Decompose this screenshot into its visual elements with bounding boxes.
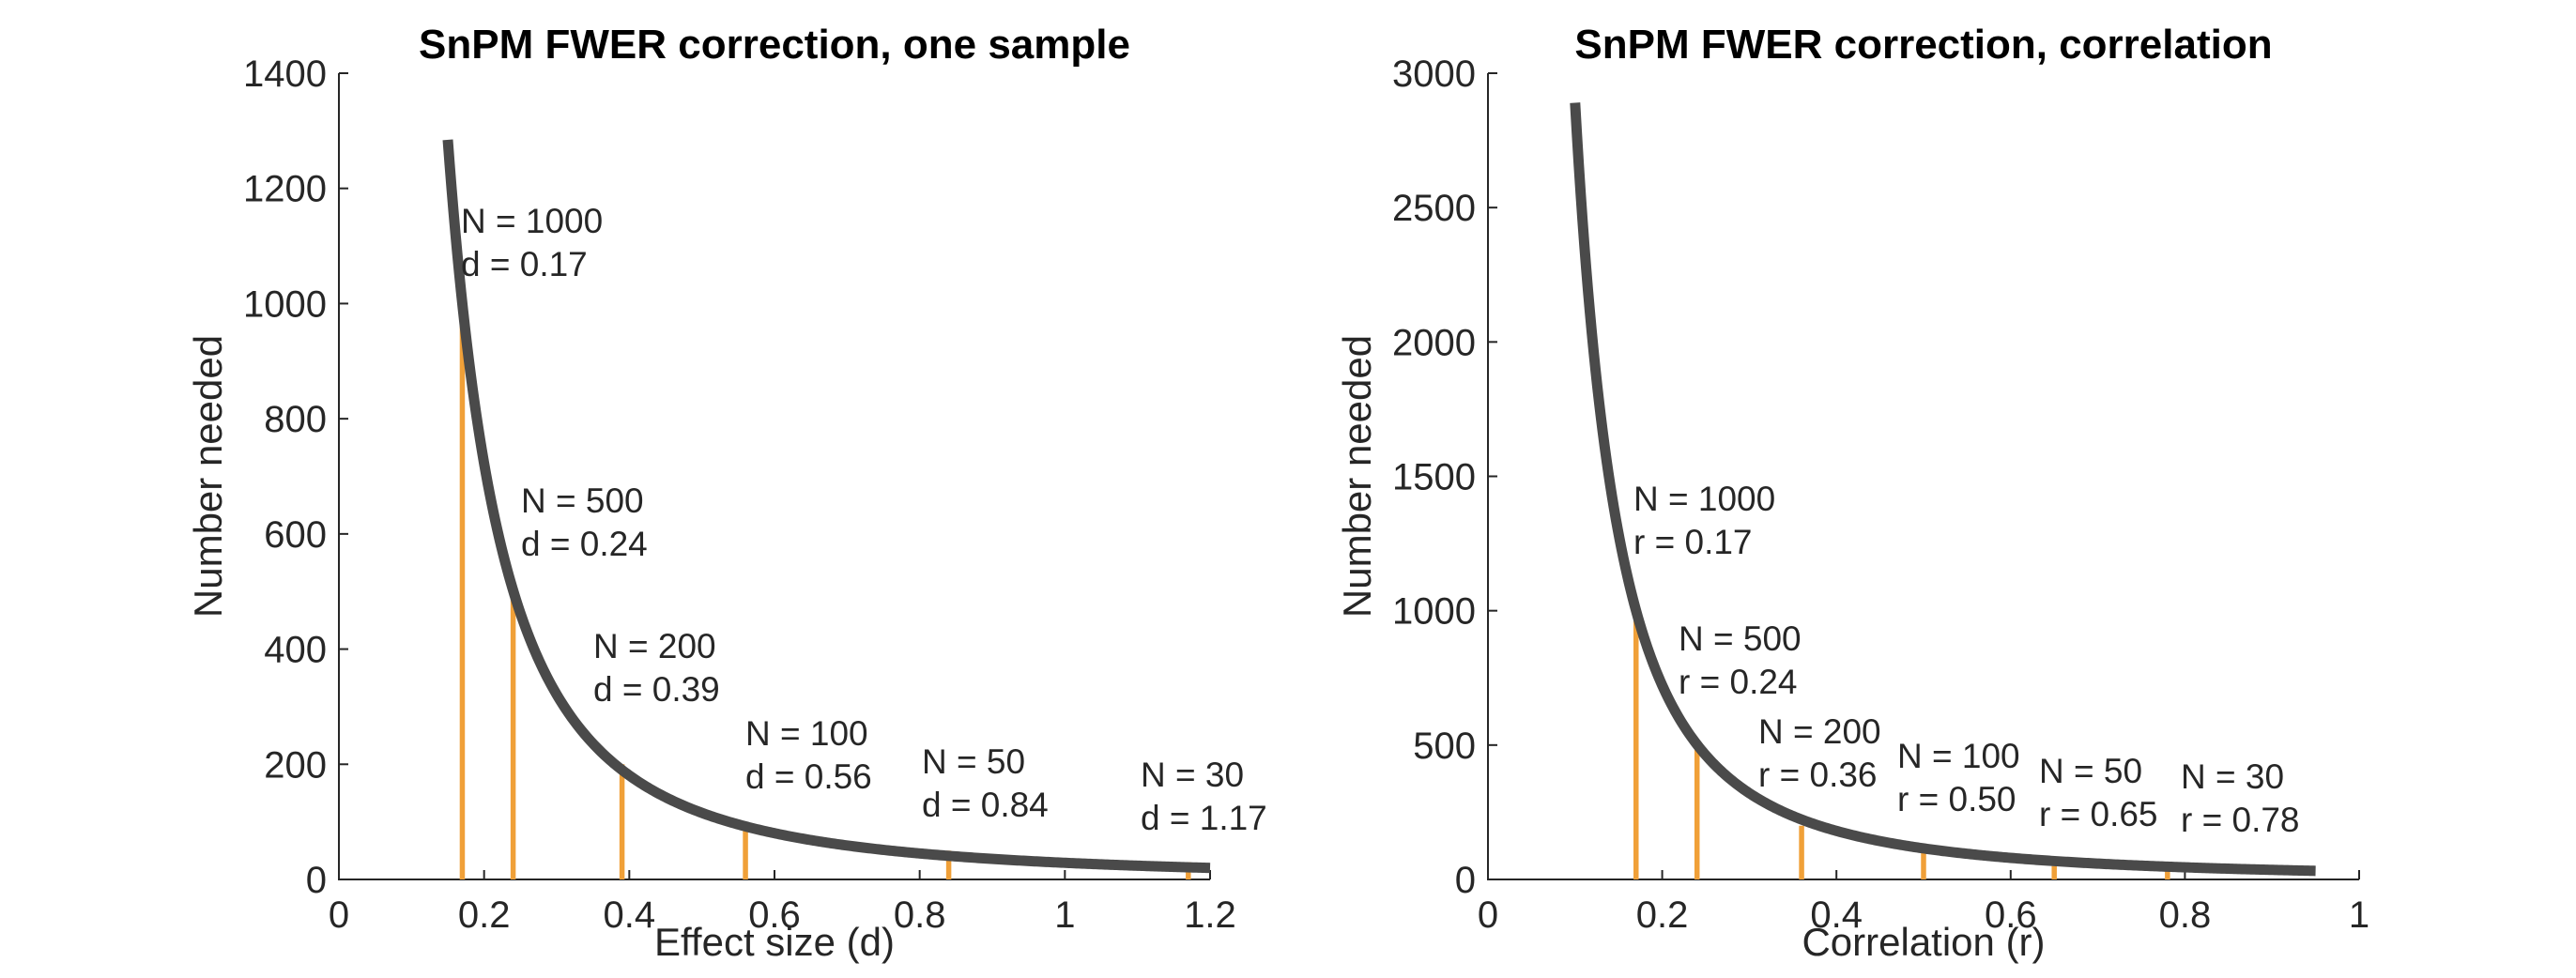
- x-axis-label: Effect size (d): [654, 920, 895, 964]
- chart-2: SnPM FWER correction, correlation 0 0.2 0.4…: [1335, 22, 2369, 964]
- y-tick-label: 0: [306, 860, 327, 901]
- y-tick-label: 1200: [243, 169, 327, 210]
- annotation: N = 50 r = 0.65: [2039, 752, 2158, 833]
- annotation-line: N = 200: [593, 627, 716, 665]
- x-tick-label: 1: [2349, 894, 2369, 936]
- annotation: N = 100 r = 0.50: [1897, 737, 2020, 818]
- annotation-line: r = 0.50: [1897, 780, 2016, 818]
- annotation: N = 500 d = 0.24: [521, 481, 648, 563]
- x-tick-label: 0.6: [748, 894, 801, 936]
- y-tick-label: 500: [1413, 726, 1476, 767]
- annotation: N = 1000 d = 0.17: [461, 202, 603, 283]
- x-axis-label: Correlation (r): [1802, 920, 2045, 964]
- y-tick-label: 0: [1455, 860, 1476, 901]
- annotation-line: r = 0.65: [2039, 795, 2158, 833]
- x-tick-label: 0: [1478, 894, 1498, 936]
- annotation-line: r = 0.17: [1633, 523, 1753, 561]
- annotation: N = 1000 r = 0.17: [1633, 480, 1775, 561]
- annotation-line: N = 30: [1141, 756, 1244, 794]
- x-tick-label: 0: [329, 894, 349, 936]
- annotation: N = 200 r = 0.36: [1758, 712, 1881, 794]
- y-tick-label: 3000: [1392, 53, 1476, 95]
- x-tick-label: 0.2: [1636, 894, 1689, 936]
- fit-curve: [442, 139, 1214, 874]
- annotation-line: N = 1000: [461, 202, 603, 240]
- y-tick-label: 800: [264, 399, 327, 440]
- annotation: N = 30 d = 1.17: [1141, 756, 1267, 837]
- annotation-line: N = 1000: [1633, 480, 1775, 518]
- x-tick-label: 0.8: [2159, 894, 2212, 936]
- y-tick-label: 2500: [1392, 188, 1476, 229]
- annotation-line: N = 50: [922, 742, 1025, 781]
- fit-curve: [1570, 102, 2320, 877]
- x-tick-label: 1: [1054, 894, 1075, 936]
- chart-title: SnPM FWER correction, one sample: [419, 22, 1130, 68]
- y-tick-label: 1500: [1392, 457, 1476, 498]
- annotation-line: d = 0.17: [461, 245, 588, 283]
- chart-1: SnPM FWER correction, one sample 0 0.2 0.4 0…: [186, 22, 1267, 964]
- y-tick-label: 600: [264, 514, 327, 556]
- annotation-line: d = 0.24: [521, 525, 648, 563]
- y-tick-label: 1000: [243, 283, 327, 325]
- annotation-line: r = 0.78: [2181, 801, 2300, 839]
- annotation: N = 30 r = 0.78: [2181, 757, 2300, 839]
- annotation-line: d = 0.39: [593, 670, 720, 709]
- annotation: N = 200 d = 0.39: [593, 627, 720, 709]
- annotation-line: r = 0.24: [1679, 663, 1798, 701]
- annotation-line: N = 500: [521, 481, 644, 520]
- annotation-line: N = 30: [2181, 757, 2284, 796]
- x-tick-label: 1.2: [1184, 894, 1236, 936]
- y-tick-label: 200: [264, 744, 327, 786]
- annotation-line: N = 50: [2039, 752, 2142, 790]
- annotation-line: r = 0.36: [1758, 756, 1878, 794]
- annotation-line: d = 0.84: [922, 786, 1049, 824]
- x-tick-label: 0.2: [458, 894, 511, 936]
- annotation-line: N = 200: [1758, 712, 1881, 751]
- y-axis-label: Number needed: [186, 335, 230, 618]
- annotation: N = 100 d = 0.56: [745, 714, 872, 796]
- y-tick-label: 2000: [1392, 322, 1476, 363]
- x-tick-label: 0.6: [1985, 894, 2037, 936]
- x-tick-label: 0.4: [1810, 894, 1863, 936]
- annotation-line: N = 100: [1897, 737, 2020, 775]
- annotation-line: N = 100: [745, 714, 868, 753]
- annotation-line: d = 1.17: [1141, 799, 1267, 837]
- annotation-line: d = 0.56: [745, 757, 872, 796]
- y-axis-label: Number needed: [1335, 335, 1379, 618]
- y-tick-label: 1400: [243, 53, 327, 95]
- y-tick-label: 400: [264, 630, 327, 671]
- chart-title: SnPM FWER correction, correlation: [1574, 22, 2272, 68]
- annotation: N = 500 r = 0.24: [1679, 619, 1802, 701]
- annotation: N = 50 d = 0.84: [922, 742, 1049, 824]
- y-tick-label: 1000: [1392, 591, 1476, 633]
- x-tick-label: 0.4: [604, 894, 656, 936]
- annotation-line: N = 500: [1679, 619, 1802, 658]
- x-tick-label: 0.8: [894, 894, 946, 936]
